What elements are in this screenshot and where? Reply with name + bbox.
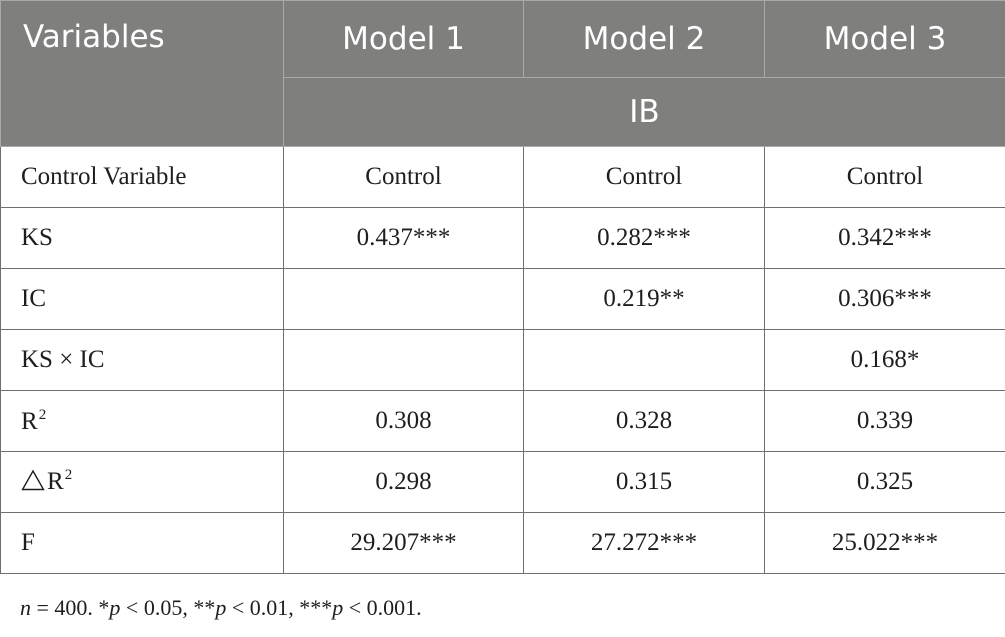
row-label-delta-r-squared: R2 bbox=[0, 451, 284, 513]
superscript-2: 2 bbox=[38, 406, 47, 423]
row-label: F bbox=[0, 512, 284, 574]
note-text: < 0.01, *** bbox=[226, 595, 333, 620]
note-p: p bbox=[109, 595, 121, 620]
cell-value bbox=[283, 329, 524, 391]
table-row: Control Variable Control Control Control bbox=[0, 146, 1005, 208]
cell-value: 0.306*** bbox=[764, 268, 1005, 330]
cell-value: 0.282*** bbox=[523, 207, 765, 269]
note-text: < 0.05, ** bbox=[120, 595, 216, 620]
note-p: p bbox=[215, 595, 227, 620]
table-row: KS × IC 0.168* bbox=[0, 329, 1005, 391]
model-3-header: Model 3 bbox=[764, 0, 1005, 78]
variables-header: Variables bbox=[0, 0, 284, 147]
note-n: n bbox=[20, 595, 31, 620]
cell-value: Control bbox=[523, 146, 765, 208]
cell-value: 0.328 bbox=[523, 390, 765, 452]
cell-value: 0.315 bbox=[523, 451, 765, 513]
table-row: F 29.207*** 27.272*** 25.022*** bbox=[0, 512, 1005, 574]
cell-value: 0.308 bbox=[283, 390, 524, 452]
cell-value bbox=[283, 268, 524, 330]
row-label-r-squared: R2 bbox=[0, 390, 284, 452]
cell-value: 0.298 bbox=[283, 451, 524, 513]
cell-value: 29.207*** bbox=[283, 512, 524, 574]
cell-value: Control bbox=[283, 146, 524, 208]
superscript-2: 2 bbox=[64, 466, 73, 483]
note-text: = 400. * bbox=[31, 595, 110, 620]
row-label: KS × IC bbox=[0, 329, 284, 391]
cell-value: 0.339 bbox=[764, 390, 1005, 452]
cell-value: Control bbox=[764, 146, 1005, 208]
cell-value bbox=[523, 329, 765, 391]
cell-value: 0.325 bbox=[764, 451, 1005, 513]
note-p: p bbox=[332, 595, 344, 620]
model-1-header: Model 1 bbox=[283, 0, 524, 78]
table-footnote: n = 400. *p < 0.05, **p < 0.01, ***p < 0… bbox=[20, 595, 422, 621]
row-label: Control Variable bbox=[0, 146, 284, 208]
note-text: < 0.001. bbox=[343, 595, 422, 620]
r-label: R bbox=[47, 467, 64, 495]
cell-value: 0.342*** bbox=[764, 207, 1005, 269]
regression-table: Variables Model 1 Model 2 Model 3 IB Con… bbox=[0, 0, 1005, 574]
table-row: KS 0.437*** 0.282*** 0.342*** bbox=[0, 207, 1005, 269]
table-row: R2 0.308 0.328 0.339 bbox=[0, 390, 1005, 452]
r-label: R bbox=[21, 407, 38, 435]
table-row: R2 0.298 0.315 0.325 bbox=[0, 451, 1005, 513]
row-label: KS bbox=[0, 207, 284, 269]
cell-value: 0.219** bbox=[523, 268, 765, 330]
row-label: IC bbox=[0, 268, 284, 330]
table-body: Control Variable Control Control Control… bbox=[0, 146, 1005, 574]
cell-value: 27.272*** bbox=[523, 512, 765, 574]
table-row: IC 0.219** 0.306*** bbox=[0, 268, 1005, 330]
cell-value: 0.168* bbox=[764, 329, 1005, 391]
dependent-variable-header: IB bbox=[283, 77, 1005, 147]
cell-value: 0.437*** bbox=[283, 207, 524, 269]
table-header: Variables Model 1 Model 2 Model 3 IB bbox=[0, 0, 1005, 147]
model-2-header: Model 2 bbox=[523, 0, 765, 78]
cell-value: 25.022*** bbox=[764, 512, 1005, 574]
triangle-icon bbox=[21, 469, 45, 498]
